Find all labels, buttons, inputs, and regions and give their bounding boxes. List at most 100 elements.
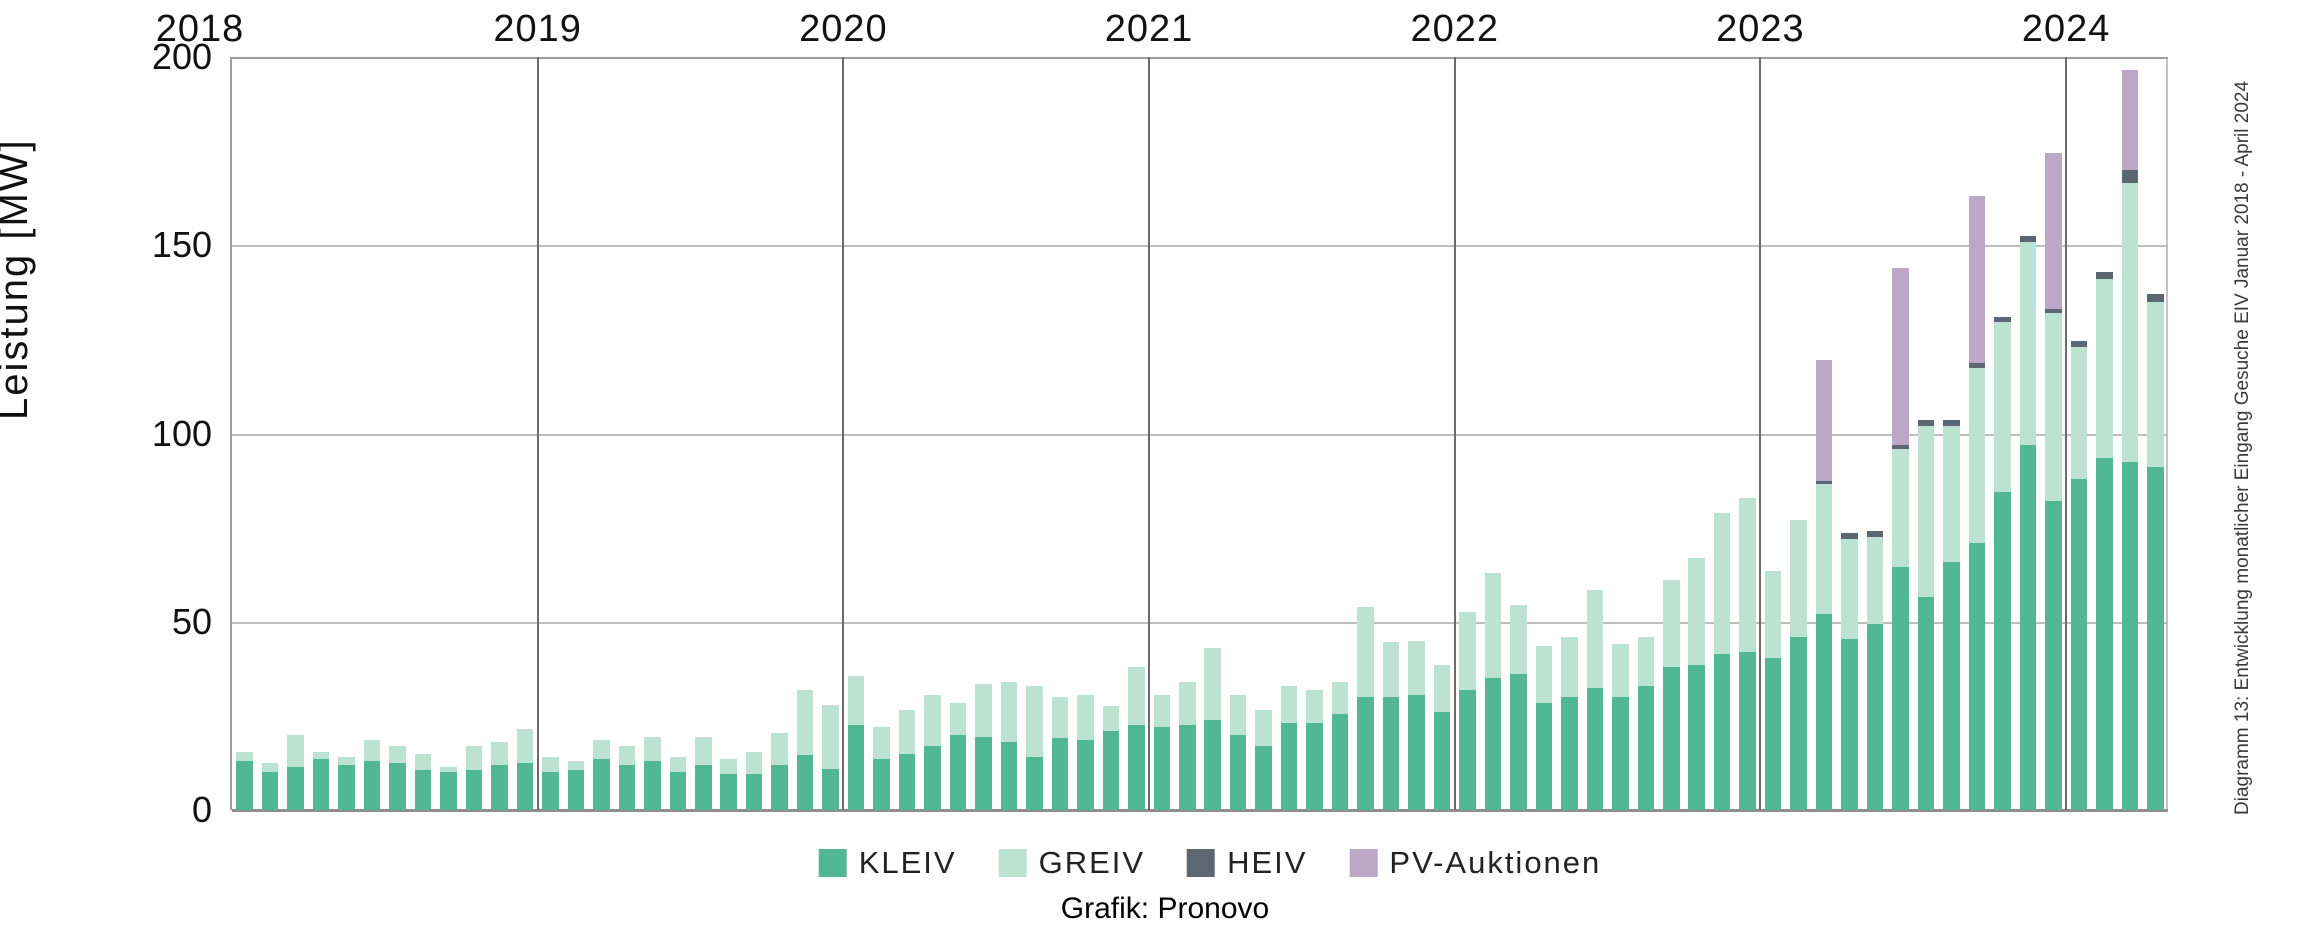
year-line-2023 [1759,57,1762,810]
bar-2021-10-greiv [1382,642,1400,698]
bar-2023-03-kleiv [1815,614,1833,810]
legend-label-greiv: GREIV [1038,845,1146,880]
grid-line-150 [232,245,2168,248]
bar-2023-06-kleiv [1892,567,1909,810]
bar-2019-01-greiv [542,757,559,773]
bar-2018-08-greiv [414,753,432,771]
bar-2021-07-kleiv [1306,723,1323,810]
bar-2023-03-pv-auktionen [1815,360,1833,481]
bar-2022-06-kleiv [1586,687,1604,810]
bar-2020-01-greiv [847,676,865,726]
bar-2022-01-greiv [1459,612,1476,690]
bar-2018-11-kleiv [491,764,508,810]
bar-2019-04-greiv [618,746,636,765]
bar-2019-11-greiv [796,689,814,756]
bar-2024-04-greiv [2147,301,2164,468]
bar-2023-10-heiv [1994,316,2011,323]
bar-2021-01-greiv [1153,695,1171,728]
bar-2019-04-kleiv [618,764,636,810]
bar-2023-10-greiv [1994,322,2011,492]
legend-item-kleiv: KLEIV [818,845,957,881]
bar-2021-11-kleiv [1408,695,1425,810]
bar-2020-04-greiv [924,695,941,746]
bar-2023-07-greiv [1917,425,1935,598]
y-tick-label-50: 50 [171,600,212,642]
bar-2022-12-greiv [1739,497,1756,652]
bar-2020-06-kleiv [975,736,992,810]
bar-2022-09-kleiv [1663,666,1680,810]
bar-2018-04-kleiv [312,759,330,810]
bar-2020-12-greiv [1128,666,1145,726]
bar-2022-08-kleiv [1637,685,1655,810]
bar-2024-01-greiv [2070,346,2088,479]
bar-2022-09-greiv [1663,580,1680,667]
plot-area [230,57,2168,812]
bar-2018-11-greiv [491,742,508,765]
bar-2022-11-greiv [1713,512,1731,654]
bar-2021-11-greiv [1408,640,1425,696]
bar-2021-03-kleiv [1204,719,1221,810]
bar-2021-10-kleiv [1382,697,1400,810]
legend-item-pv-auktionen: PV-Auktionen [1349,845,1601,881]
bar-2019-01-kleiv [542,772,559,810]
bar-2023-12-pv-auktionen [2045,153,2062,310]
bar-2023-11-heiv [2019,235,2037,242]
bar-2023-09-heiv [1968,363,1986,368]
bar-2024-02-greiv [2096,279,2113,458]
bar-2018-05-greiv [338,757,355,765]
bar-2024-01-heiv [2070,341,2088,347]
bar-2023-02-kleiv [1790,636,1807,810]
bar-2021-12-greiv [1433,665,1451,713]
legend-label-heiv: HEIV [1227,845,1308,880]
bar-2019-11-kleiv [796,755,814,810]
bar-2024-03-heiv [2121,169,2139,184]
bar-2023-09-kleiv [1968,542,1986,810]
bar-2020-02-kleiv [873,759,890,810]
year-label-2024: 2024 [2021,8,2111,50]
bar-2022-01-kleiv [1459,689,1476,810]
bar-2020-11-kleiv [1102,730,1120,810]
bar-2023-08-heiv [1943,420,1960,426]
bar-2019-08-greiv [720,759,737,775]
side-caption: Diagramm 13: Entwicklung monatlicher Ein… [2232,80,2253,815]
y-tick-label-100: 100 [151,412,212,454]
year-label-2019: 2019 [493,8,582,50]
bar-2021-03-greiv [1204,648,1221,720]
bar-2019-03-kleiv [593,759,610,810]
bar-2019-02-kleiv [567,770,585,810]
bar-2019-05-kleiv [644,761,661,810]
bar-2021-12-kleiv [1433,712,1451,810]
legend-swatch-pv-auktionen [1349,849,1378,877]
bar-2021-09-greiv [1357,606,1374,698]
bar-2024-03-kleiv [2121,461,2139,810]
bar-2023-05-greiv [1866,537,1884,624]
bar-2018-07-kleiv [389,762,406,810]
bar-2020-04-kleiv [924,746,941,810]
bar-2020-08-greiv [1026,685,1043,758]
bar-2019-07-greiv [695,736,712,765]
bar-2021-09-kleiv [1357,697,1374,810]
bar-2020-11-greiv [1102,706,1120,731]
bar-2021-06-greiv [1280,685,1298,724]
bar-2022-08-greiv [1637,636,1655,686]
bar-2022-11-kleiv [1713,653,1731,810]
legend-swatch-greiv [998,849,1027,877]
bar-2021-08-kleiv [1331,714,1349,810]
bar-2020-05-kleiv [949,734,967,810]
bar-2019-10-greiv [771,732,788,765]
bar-2020-06-greiv [975,683,992,737]
bar-2019-08-kleiv [720,774,737,810]
y-axis-line [230,57,232,810]
bar-2022-02-greiv [1484,572,1502,679]
legend-swatch-heiv [1187,849,1216,877]
bar-2022-03-kleiv [1510,674,1527,810]
bar-2018-09-kleiv [440,772,457,810]
bar-2018-05-kleiv [338,764,355,810]
bar-2023-12-heiv [2045,309,2062,314]
bar-2021-05-kleiv [1255,746,1272,810]
bar-2023-07-kleiv [1917,597,1935,810]
bar-2024-02-heiv [2096,271,2113,280]
year-label-2018: 2018 [155,8,245,50]
bar-2021-08-greiv [1331,682,1349,714]
